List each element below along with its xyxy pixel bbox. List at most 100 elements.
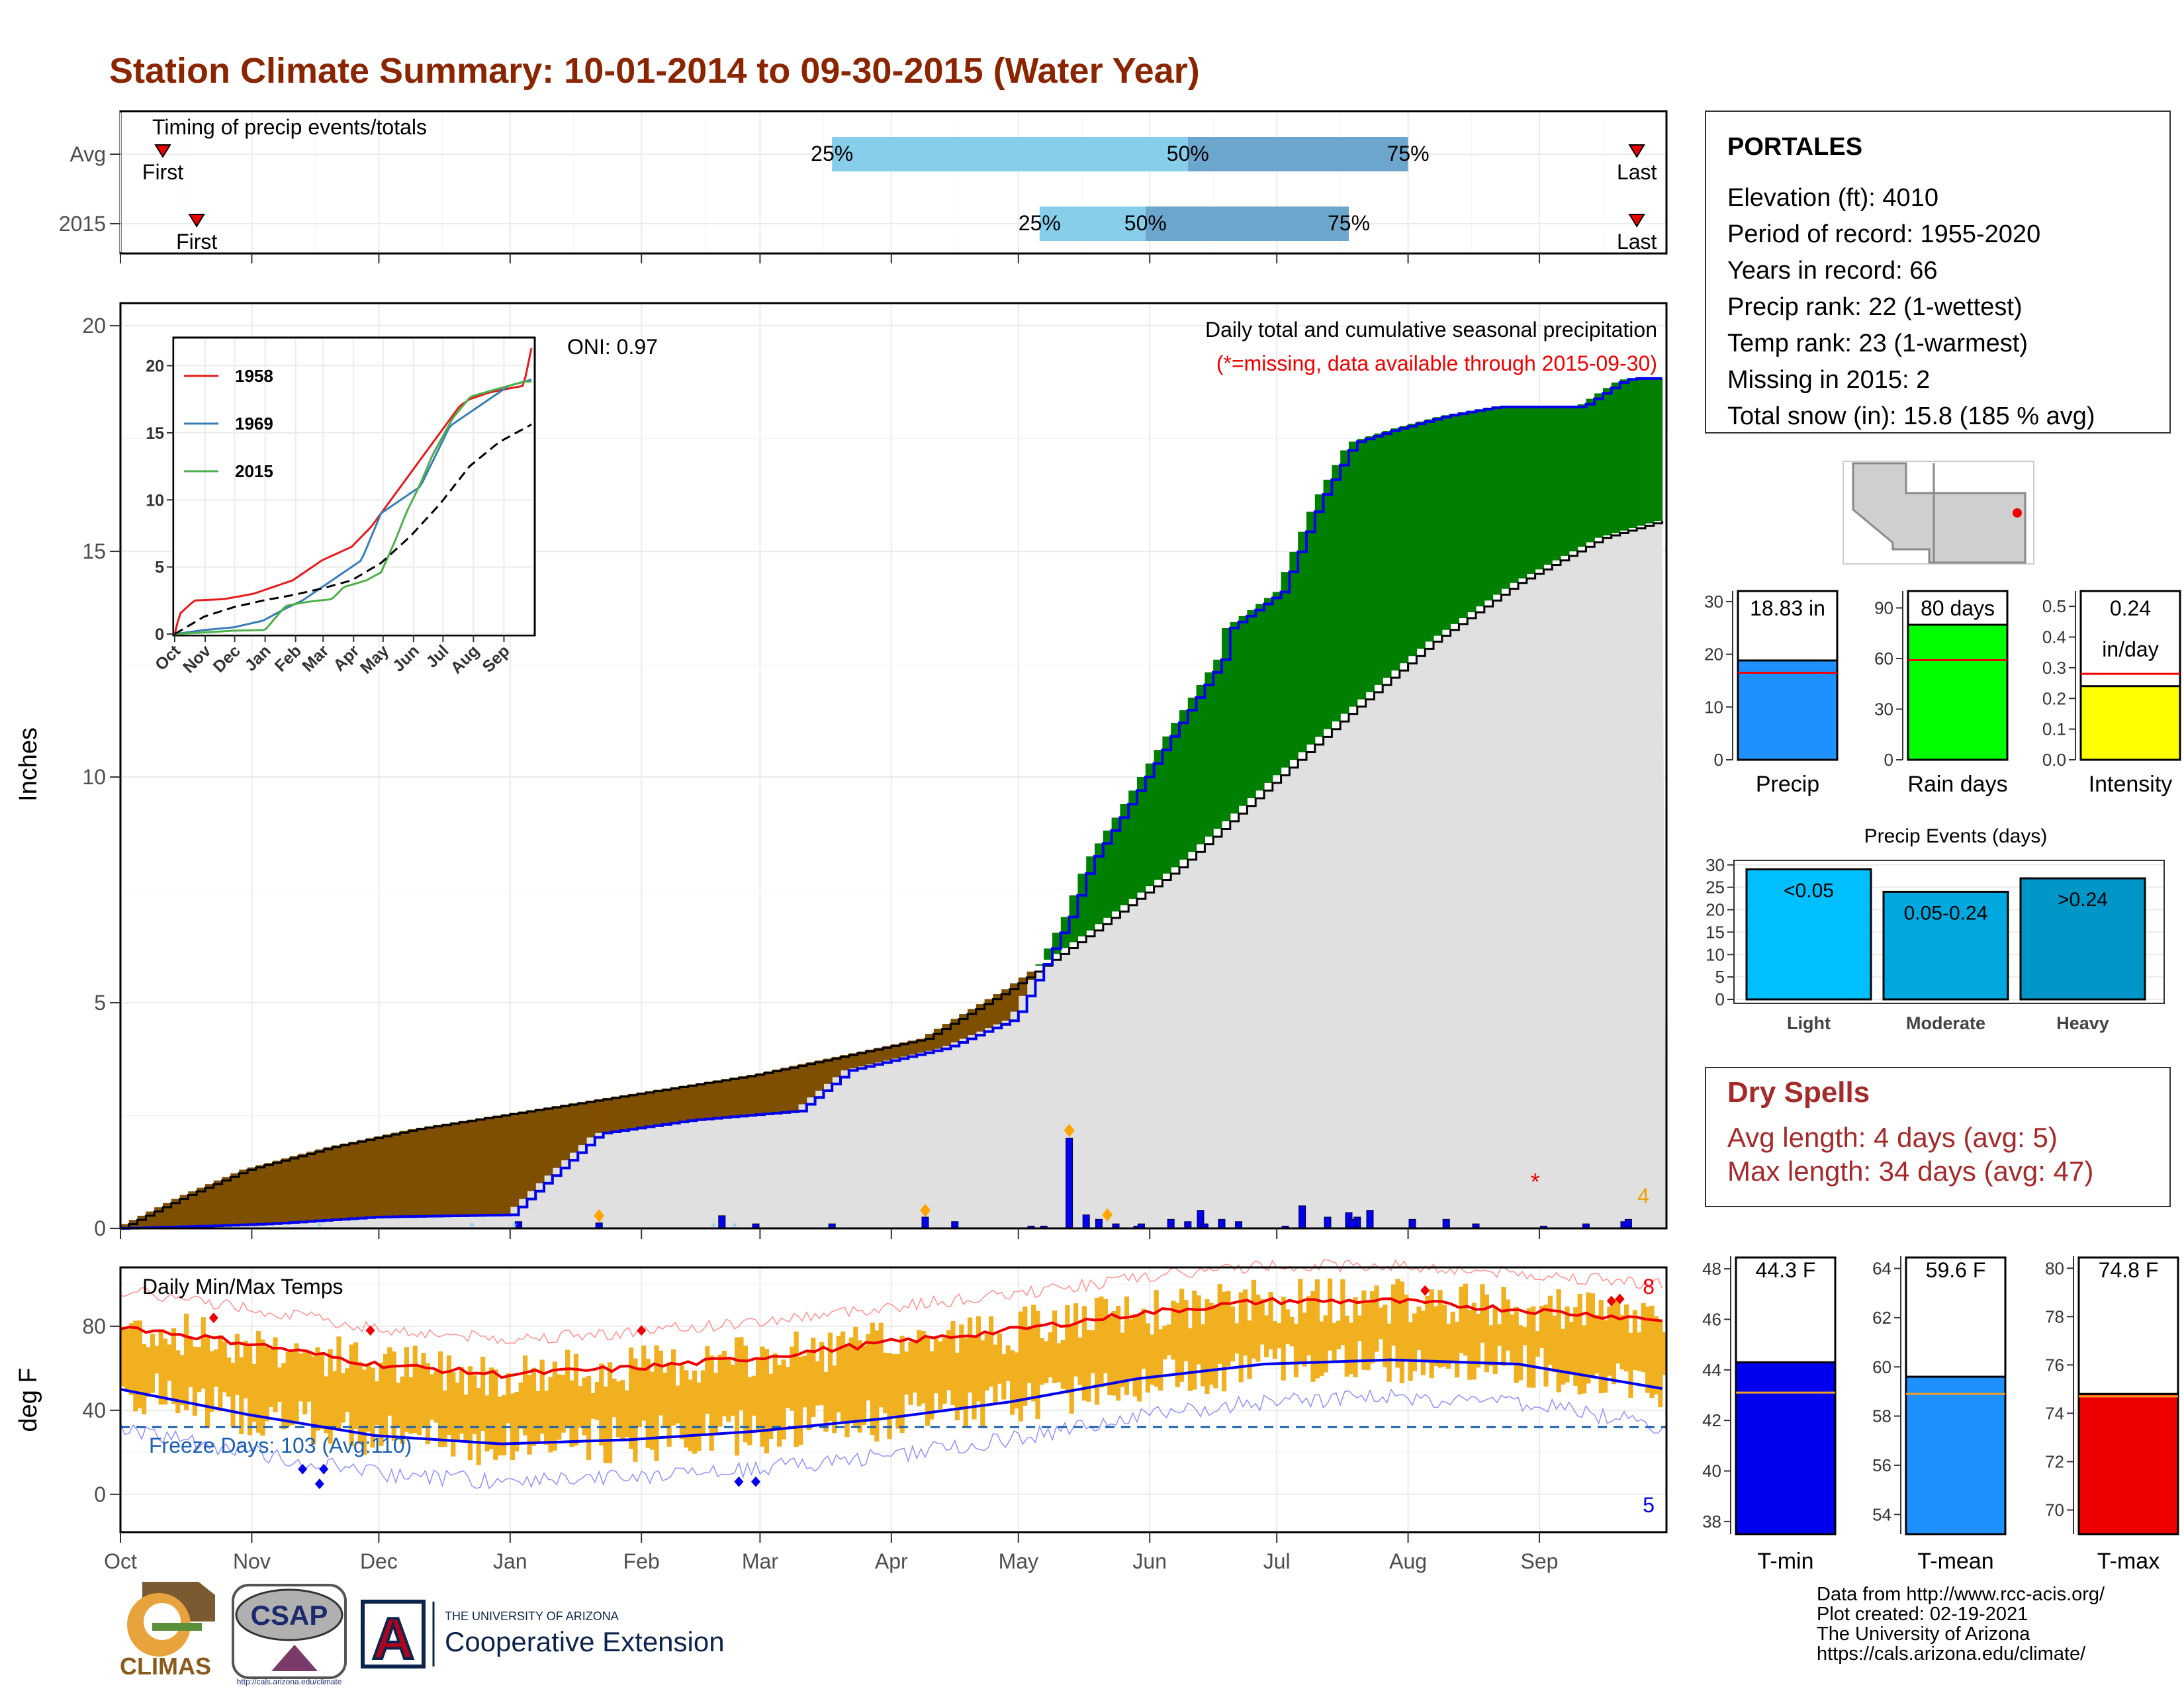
deficit-area xyxy=(349,1142,358,1218)
inset-ytick-label: 0 xyxy=(155,625,164,644)
daily-temp-bar xyxy=(942,1338,947,1404)
daily-temp-bar xyxy=(1222,1291,1227,1392)
surplus-area xyxy=(1145,763,1155,887)
ua-bottom-text: Cooperative Extension xyxy=(445,1626,725,1657)
precip-events-title: Precip Events (days) xyxy=(1864,825,2048,847)
daily-temp-bar xyxy=(1293,1324,1298,1377)
inset-ytick-label: 20 xyxy=(146,357,164,376)
year-cumulative-line xyxy=(120,377,1662,1230)
locator-map xyxy=(1843,461,2034,565)
deficit-area xyxy=(357,1140,367,1218)
daily-temp-bar xyxy=(1404,1295,1409,1360)
summary-bar-precip xyxy=(1737,659,1839,761)
daily-temp-bar xyxy=(1535,1331,1540,1357)
daily-temp-bar xyxy=(201,1317,206,1389)
daily-temp-bar xyxy=(1531,1306,1536,1388)
daily-temp-bar xyxy=(972,1336,977,1420)
temp-summary-ytick-label: 58 xyxy=(1872,1406,1891,1426)
daily-temp-bar xyxy=(976,1316,981,1402)
daily-temp-bar xyxy=(361,1369,367,1455)
deficit-area xyxy=(891,1044,901,1059)
deficit-area xyxy=(637,1092,647,1127)
map-states xyxy=(1852,462,2026,564)
deficit-area xyxy=(815,1060,824,1091)
deficit-area xyxy=(713,1080,723,1118)
daily-temp-bar xyxy=(1018,1311,1023,1422)
daily-temp-bar xyxy=(1150,1334,1155,1385)
daily-temp-bar xyxy=(328,1349,333,1444)
daily-temp-bar xyxy=(650,1371,655,1450)
timing-bar-q50-q75 xyxy=(1145,206,1349,241)
timing-first-label: First xyxy=(142,160,183,184)
deficit-area xyxy=(721,1079,731,1117)
daily-temp-bar xyxy=(760,1346,765,1447)
deficit-area xyxy=(230,1173,240,1225)
events-ytick-label: 15 xyxy=(1706,922,1725,942)
timing-last-label: Last xyxy=(1617,160,1657,184)
daily-temp-bar xyxy=(612,1379,617,1418)
daily-temp-bar xyxy=(255,1331,261,1433)
daily-temp-bar xyxy=(573,1353,578,1446)
daily-temp-bar xyxy=(213,1349,218,1387)
daily-temp-bar xyxy=(319,1355,324,1430)
daily-temp-bar xyxy=(1141,1308,1146,1369)
surplus-area xyxy=(1526,406,1536,574)
timing-bar-q25-q50 xyxy=(832,137,1188,171)
summary-value-label: 18.83 in xyxy=(1750,596,1825,620)
deficit-area xyxy=(400,1130,409,1217)
deficit-area xyxy=(375,1136,384,1217)
station-period: Period of record: 1955-2020 xyxy=(1727,220,2040,248)
daily-temp-bar xyxy=(1412,1313,1418,1371)
daily-temp-bar xyxy=(1251,1279,1256,1359)
daily-temp-bar xyxy=(548,1377,553,1453)
temp-summary-ytick-label: 40 xyxy=(1702,1461,1721,1481)
daily-temp-bar xyxy=(1586,1292,1591,1384)
daily-temp-bar xyxy=(142,1344,147,1414)
daily-temp-bar xyxy=(154,1346,159,1374)
deficit-area xyxy=(917,1038,926,1053)
deficit-area xyxy=(552,1106,562,1168)
xaxis-month-label: Mar xyxy=(742,1549,778,1573)
surplus-area xyxy=(1095,843,1104,925)
daily-temp-bar xyxy=(197,1347,202,1393)
daily-temp-bar xyxy=(1264,1315,1269,1357)
daily-precip-bar xyxy=(1218,1218,1226,1229)
deficit-area xyxy=(171,1199,181,1227)
inset-ytick-label: 15 xyxy=(146,424,164,443)
daily-precip-bar xyxy=(951,1221,959,1229)
daily-precip-bar xyxy=(1235,1221,1243,1229)
daily-temp-bar xyxy=(713,1373,719,1436)
daily-temp-bar xyxy=(239,1357,244,1434)
daily-temp-bar xyxy=(205,1335,210,1428)
daily-temp-bar xyxy=(340,1373,345,1423)
temp-summary-ytick-label: 74 xyxy=(2045,1403,2064,1423)
climas-logo-text: CLIMAS xyxy=(120,1653,211,1680)
events-ytick-label: 10 xyxy=(1706,944,1725,964)
daily-temp-bar xyxy=(1649,1305,1655,1398)
surplus-area xyxy=(1510,406,1519,583)
station-missing: Missing in 2015: 2 xyxy=(1727,366,1930,394)
timing-row-avg-label: Avg xyxy=(69,142,106,166)
max-record-count: 8 xyxy=(1643,1275,1655,1299)
daily-temp-bar xyxy=(518,1382,523,1429)
deficit-area xyxy=(848,1053,858,1069)
daily-temp-bar xyxy=(175,1350,181,1413)
daily-temp-bar xyxy=(1310,1291,1316,1382)
surplus-area xyxy=(1476,409,1485,607)
deficit-area xyxy=(578,1102,587,1146)
precip-ytick-label: 0 xyxy=(94,1216,106,1240)
daily-precip-bar xyxy=(718,1215,726,1229)
temp-summary-label: T-mean xyxy=(1917,1549,1993,1574)
surplus-area xyxy=(1289,551,1298,760)
timing-panel: 25% 50% 75% First Last 25% 50% 75% First Last Tim… xyxy=(59,110,1668,263)
page-title: Station Climate Summary: 10-01-2014 to 0… xyxy=(109,51,1200,91)
daily-temp-bar xyxy=(1556,1289,1561,1393)
daily-temp-bar xyxy=(743,1346,748,1443)
precip-frame xyxy=(119,302,1668,1230)
daily-temp-bar xyxy=(950,1321,956,1405)
deficit-area xyxy=(255,1165,265,1224)
daily-temp-bar xyxy=(735,1337,740,1456)
footer-url: https://cals.arizona.edu/climate/ xyxy=(1817,1643,2086,1665)
temp-summary-ytick-label: 62 xyxy=(1872,1308,1891,1328)
daily-temp-bar xyxy=(929,1351,934,1420)
